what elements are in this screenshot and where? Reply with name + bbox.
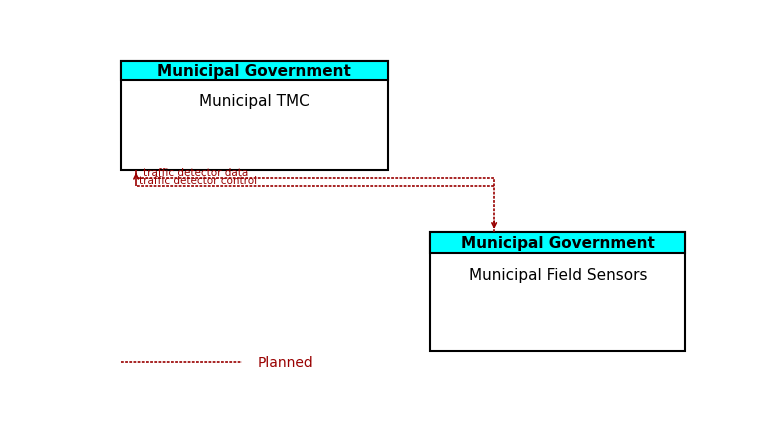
Bar [431,232,685,254]
Text: traffic detector data: traffic detector data [143,167,249,178]
Bar [121,61,388,171]
Text: Municipal Field Sensors: Municipal Field Sensors [468,267,647,283]
Text: Municipal Government: Municipal Government [157,64,352,79]
Bar [431,232,685,351]
Text: traffic detector control: traffic detector control [139,175,258,185]
Text: Municipal Government: Municipal Government [461,235,655,250]
Bar [121,61,388,81]
Text: Municipal TMC: Municipal TMC [199,93,310,108]
Text: Planned: Planned [258,355,313,369]
